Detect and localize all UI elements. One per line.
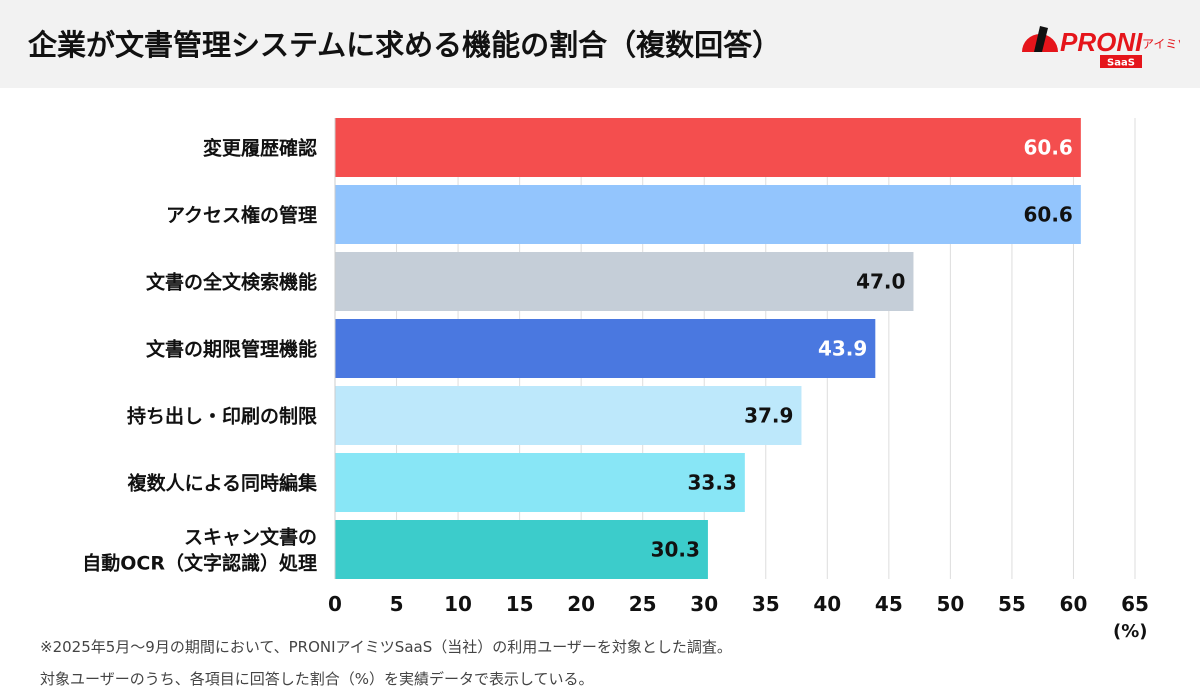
x-tick-label: 30 bbox=[690, 592, 718, 616]
x-tick-label: 40 bbox=[813, 592, 841, 616]
bar bbox=[335, 185, 1081, 244]
x-tick-label: 20 bbox=[567, 592, 595, 616]
category-label: 持ち出し・印刷の制限 bbox=[127, 405, 317, 428]
svg-text:SaaS: SaaS bbox=[1107, 58, 1135, 69]
bar bbox=[335, 386, 802, 445]
x-tick-label: 25 bbox=[629, 592, 657, 616]
x-tick-label: 50 bbox=[936, 592, 964, 616]
bar-value-label: 47.0 bbox=[856, 270, 905, 294]
svg-text:アイミツ: アイミツ bbox=[1142, 37, 1180, 51]
category-label: 複数人による同時編集 bbox=[127, 472, 318, 495]
bar-value-label: 37.9 bbox=[744, 404, 793, 428]
bar-value-label: 60.6 bbox=[1023, 203, 1072, 227]
x-tick-label: 35 bbox=[752, 592, 780, 616]
category-label: アクセス権の管理 bbox=[166, 204, 317, 227]
bar bbox=[335, 252, 914, 311]
category-label: スキャン文書の bbox=[184, 526, 317, 549]
x-tick-label: 55 bbox=[998, 592, 1026, 616]
x-tick-label: 15 bbox=[506, 592, 534, 616]
category-label: 自動OCR（文字認識）処理 bbox=[82, 552, 317, 575]
category-label: 文書の全文検索機能 bbox=[146, 271, 317, 294]
header: 企業が文書管理システムに求める機能の割合（複数回答） PRONI アイミツ Sa… bbox=[0, 0, 1200, 88]
bar-value-label: 43.9 bbox=[818, 337, 867, 361]
x-tick-label: 5 bbox=[390, 592, 404, 616]
svg-text:PRONI: PRONI bbox=[1060, 27, 1143, 57]
x-tick-label: 0 bbox=[328, 592, 342, 616]
proni-logo: PRONI アイミツ SaaS bbox=[1022, 26, 1180, 69]
bar-value-label: 30.3 bbox=[651, 538, 700, 562]
footnote-2: 対象ユーザーのうち、各項目に回答した割合（%）を実績データで表示している。 bbox=[40, 670, 594, 688]
bar bbox=[335, 453, 745, 512]
x-tick-label: 10 bbox=[444, 592, 472, 616]
category-label: 文書の期限管理機能 bbox=[146, 338, 317, 361]
bar-value-label: 60.6 bbox=[1023, 136, 1072, 160]
x-tick-label: 65 bbox=[1121, 592, 1149, 616]
bar bbox=[335, 118, 1081, 177]
chart-title: 企業が文書管理システムに求める機能の割合（複数回答） bbox=[28, 28, 782, 62]
x-tick-label: 45 bbox=[875, 592, 903, 616]
bar bbox=[335, 520, 708, 579]
category-label: 変更履歴確認 bbox=[203, 137, 317, 160]
bar-value-label: 33.3 bbox=[687, 471, 736, 495]
bar bbox=[335, 319, 876, 378]
x-axis-unit: (%) bbox=[1113, 621, 1148, 642]
x-tick-label: 60 bbox=[1060, 592, 1088, 616]
footnote-1: ※2025年5月〜9月の期間において、PRONIアイミツSaaS（当社）の利用ユ… bbox=[40, 638, 732, 656]
